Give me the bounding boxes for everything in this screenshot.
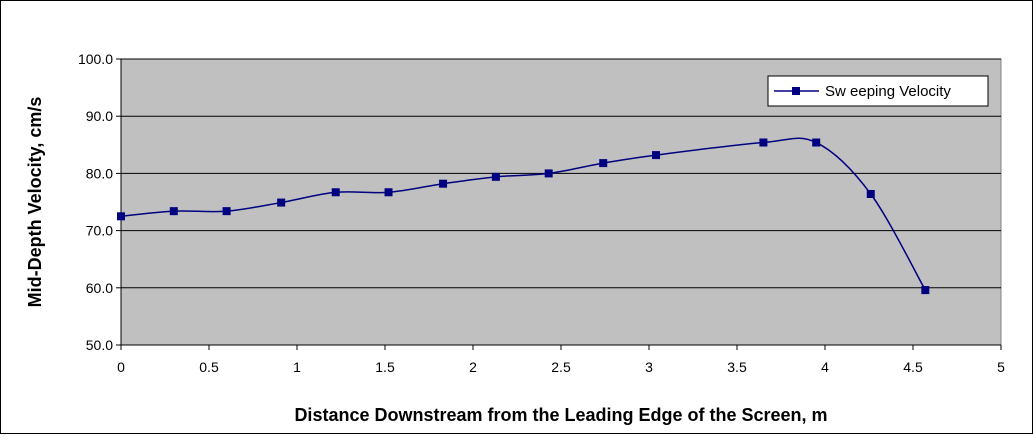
y-axis-title: Mid-Depth Velocity, cm/s <box>25 97 45 308</box>
x-tick-label: 4.5 <box>903 359 923 375</box>
data-point <box>812 138 821 147</box>
legend: Sw eeping Velocity <box>767 75 989 107</box>
data-point <box>544 169 553 178</box>
legend-label: Sw eeping Velocity <box>825 83 951 100</box>
x-tick-label: 4 <box>821 359 829 375</box>
data-point <box>222 207 231 216</box>
y-tick-label: 60.0 <box>86 280 113 296</box>
data-point <box>652 151 661 160</box>
series-points <box>117 138 930 295</box>
x-tick-label: 2.5 <box>551 359 571 375</box>
x-tick-label: 2 <box>469 359 477 375</box>
data-point <box>331 188 340 197</box>
data-point <box>277 198 286 207</box>
y-tick-label: 70.0 <box>86 223 113 239</box>
data-point <box>491 172 500 181</box>
x-tick-label: 5 <box>997 359 1005 375</box>
y-tick-label: 80.0 <box>86 165 113 181</box>
data-point <box>169 207 178 216</box>
data-point <box>439 179 448 188</box>
legend-marker <box>792 87 800 95</box>
data-point <box>384 188 393 197</box>
y-axis-ticks: 50.0 60.0 70.0 80.0 90.0 100.0 <box>78 51 122 353</box>
data-point <box>599 159 608 168</box>
x-tick-label: 1.5 <box>375 359 395 375</box>
x-tick-label: 1 <box>293 359 301 375</box>
y-tick-label: 90.0 <box>86 108 113 124</box>
x-axis-ticks: 0 0.5 1 1.5 2 2.5 3 3.5 4 4.5 5 <box>117 344 1005 375</box>
y-tick-label: 50.0 <box>86 337 113 353</box>
data-point <box>759 138 768 147</box>
x-tick-label: 0 <box>117 359 125 375</box>
data-point <box>866 189 875 198</box>
plot-area <box>120 58 1002 346</box>
x-tick-label: 3 <box>645 359 653 375</box>
gridlines <box>121 58 1001 289</box>
x-axis-title: Distance Downstream from the Leading Edg… <box>294 405 827 425</box>
data-point <box>117 212 125 221</box>
x-tick-label: 0.5 <box>199 359 219 375</box>
data-point <box>921 286 930 295</box>
x-tick-label: 3.5 <box>727 359 747 375</box>
y-tick-label: 100.0 <box>78 51 113 67</box>
